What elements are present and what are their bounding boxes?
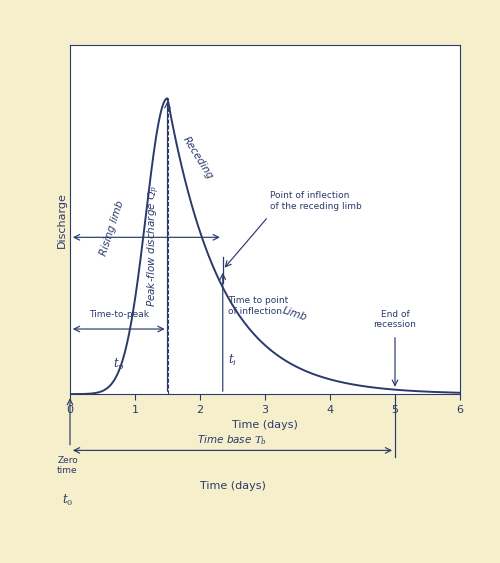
Text: Time (days): Time (days) xyxy=(200,481,266,491)
Text: Limb: Limb xyxy=(280,306,308,323)
Text: Time-to-peak: Time-to-peak xyxy=(89,310,149,319)
Text: $t_i$: $t_i$ xyxy=(228,352,237,368)
Text: Receding: Receding xyxy=(181,134,215,181)
Text: Peak-flow discharge $Q_p$: Peak-flow discharge $Q_p$ xyxy=(146,185,162,307)
Text: $t_p$: $t_p$ xyxy=(113,356,124,373)
Text: Time base $T_b$: Time base $T_b$ xyxy=(198,434,268,447)
Text: Zero
time: Zero time xyxy=(57,456,78,475)
X-axis label: Time (days): Time (days) xyxy=(232,420,298,430)
Y-axis label: Discharge: Discharge xyxy=(57,191,67,248)
Text: $t_0$: $t_0$ xyxy=(62,493,73,508)
Text: Point of inflection
of the receding limb: Point of inflection of the receding limb xyxy=(270,191,362,211)
Text: End of
recession: End of recession xyxy=(374,310,416,329)
Text: Rising limb: Rising limb xyxy=(98,200,126,257)
Text: Time to point
of inflection: Time to point of inflection xyxy=(228,297,288,316)
